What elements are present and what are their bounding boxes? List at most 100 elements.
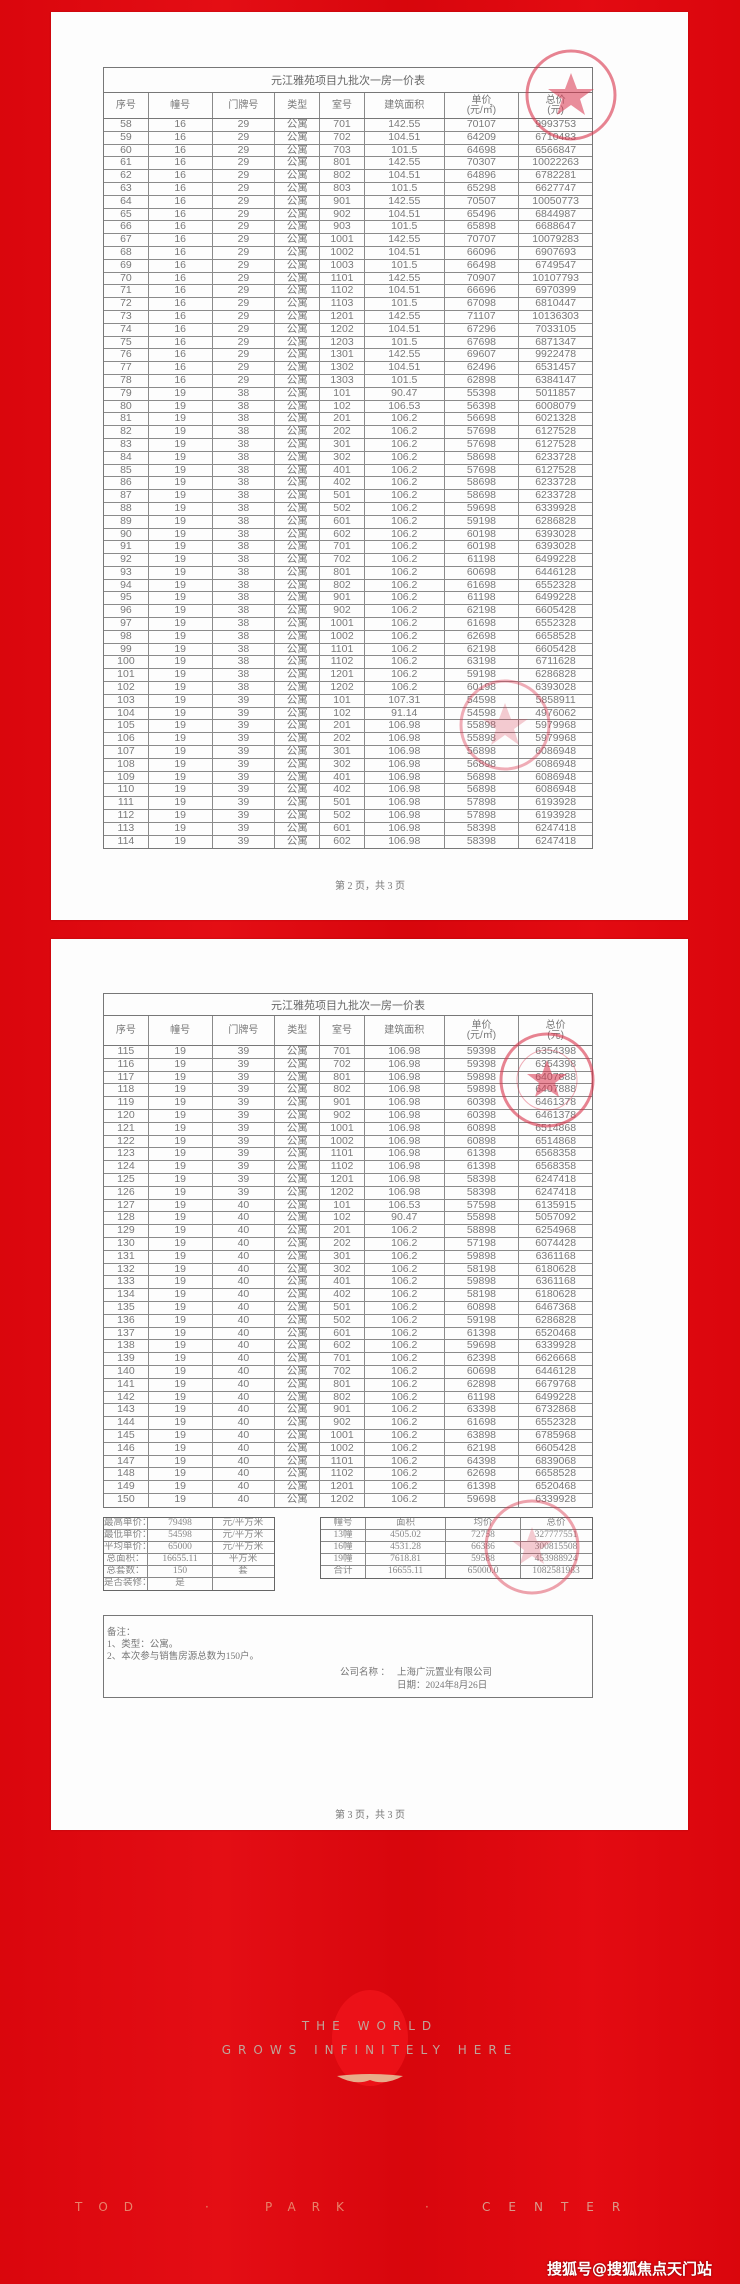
table-cell: 111 [104, 797, 149, 810]
table-cell: 142.55 [365, 157, 445, 170]
summary-cell: 300815508 [534, 1542, 578, 1552]
table-cell: 6135915 [535, 1199, 577, 1211]
column-header-text: 总价 [545, 1019, 566, 1031]
table-cell: 106.98 [365, 1084, 445, 1097]
table-cell: 302 [320, 758, 365, 771]
table-cell: 72 [104, 298, 149, 310]
table-row: 115 19 39 公寓 701 106.98 59398 6354398 [104, 1046, 592, 1059]
table-row: 107 19 39 公寓 301 106.98 56898 6086948 [104, 746, 592, 759]
table-cell: 19 [149, 1314, 213, 1327]
table-cell: 19 [149, 541, 213, 554]
table-cell: 67 [104, 234, 149, 246]
table-cell: 60 [104, 144, 149, 157]
table-cell: 6180628 [535, 1289, 577, 1301]
table-cell: 106.98 [365, 822, 445, 835]
table-cell: 106.98 [365, 1148, 445, 1161]
table-cell: 19 [149, 1084, 213, 1097]
table-cell: 38 [213, 400, 276, 413]
table-cell: 147 [104, 1455, 149, 1468]
building-summary-table: 幢号 面积 均价 总价 13幢 4505.02 72758 327777551 16幢 4531.… [320, 1517, 593, 1579]
table-cell: 109 [104, 771, 149, 784]
table-cell: 38 [213, 669, 276, 682]
table-cell: 802 [320, 1084, 365, 1097]
table-cell: 38 [213, 515, 276, 528]
table-cell: 108 [104, 758, 149, 771]
table-cell: 93 [104, 566, 149, 579]
table-cell: 133 [104, 1276, 149, 1289]
table-cell: 公寓 [275, 656, 321, 669]
table-cell: 501 [320, 490, 365, 502]
table-cell: 16 [149, 298, 213, 310]
table-cell: 302 [320, 451, 365, 464]
table-cell: 58698 [445, 490, 520, 502]
brand-dot-2: · [425, 2200, 429, 2214]
summary-cell: 是否装修： [104, 1578, 148, 1590]
table-cell: 公寓 [275, 1058, 321, 1071]
table-cell: 106.2 [365, 1481, 445, 1493]
table-cell: 61198 [445, 554, 520, 566]
table-cell: 6008079 [535, 400, 577, 412]
table-cell: 56898 [445, 784, 520, 797]
table-cell: 97 [104, 618, 149, 630]
table-cell: 121 [104, 1122, 149, 1135]
table-cell: 19 [149, 1225, 213, 1237]
table-cell: 6520468 [535, 1481, 577, 1493]
table-cell: 107 [104, 746, 149, 758]
table-cell: 59898 [445, 1250, 520, 1263]
table-cell: 19 [149, 438, 213, 451]
table-cell: 16 [149, 234, 213, 246]
table-cell: 公寓 [275, 822, 321, 835]
table-cell: 公寓 [275, 605, 321, 618]
summary-row: 总面积： 16655.11 平方米 [104, 1554, 274, 1566]
table-cell: 69 [104, 259, 149, 272]
brand-tod: TOD [75, 2200, 150, 2214]
table-cell: 70 [104, 272, 149, 285]
table-cell: 104 [104, 707, 149, 720]
table-row: 78 16 29 公寓 1303 101.5 62898 6384147 [104, 374, 592, 388]
table-cell: 6254968 [535, 1225, 577, 1237]
table-cell: 6393028 [535, 528, 577, 540]
table-cell: 57598 [445, 1199, 520, 1212]
table-cell: 公寓 [275, 119, 321, 131]
summary-cell: 元/平方米 [222, 1518, 264, 1528]
table-cell: 901 [320, 195, 365, 208]
table-row: 84 19 38 公寓 302 106.2 58698 6233728 [104, 451, 592, 465]
table-row: 66 16 29 公寓 903 101.5 65898 6688647 [104, 221, 592, 235]
table-cell: 6247418 [535, 822, 577, 834]
table-cell: 40 [213, 1225, 276, 1237]
column-header: 建筑面积 [365, 93, 445, 118]
table-cell: 10136303 [532, 310, 579, 322]
summary-row: 合计 16655.11 65000.0 1082581983 [321, 1566, 592, 1578]
table-cell: 39 [213, 1084, 276, 1097]
table-cell: 公寓 [275, 643, 321, 656]
table-cell: 61698 [445, 1417, 520, 1429]
table-cell: 5057092 [535, 1212, 577, 1224]
table-cell: 公寓 [275, 1378, 321, 1391]
table-cell: 83 [104, 438, 149, 451]
table-cell: 19 [149, 618, 213, 630]
table-cell: 1001 [320, 618, 365, 630]
table-cell: 公寓 [275, 490, 321, 502]
table-cell: 29 [213, 221, 276, 234]
table-cell: 39 [213, 1161, 276, 1173]
table-cell: 公寓 [275, 477, 321, 490]
table-cell: 29 [213, 208, 276, 221]
table-row: 122 19 39 公寓 1002 106.98 60898 6514868 [104, 1135, 592, 1149]
table-cell: 29 [213, 349, 276, 362]
table-cell: 601 [320, 515, 365, 528]
table-cell: 19 [149, 1173, 213, 1186]
table-cell: 公寓 [275, 835, 321, 849]
table-cell: 19 [149, 477, 213, 490]
table-cell: 公寓 [275, 746, 321, 758]
table-cell: 40 [213, 1237, 276, 1250]
table-cell: 公寓 [275, 259, 321, 272]
table-cell: 40 [213, 1289, 276, 1301]
table-cell: 19 [149, 1097, 213, 1109]
table-cell: 4976062 [535, 707, 577, 719]
table-cell: 61698 [445, 579, 520, 592]
table-cell: 10107793 [532, 272, 579, 284]
table-cell: 502 [320, 502, 365, 515]
table-cell: 104.51 [365, 285, 445, 298]
table-cell: 119 [104, 1097, 149, 1109]
table-cell: 67698 [445, 336, 520, 349]
